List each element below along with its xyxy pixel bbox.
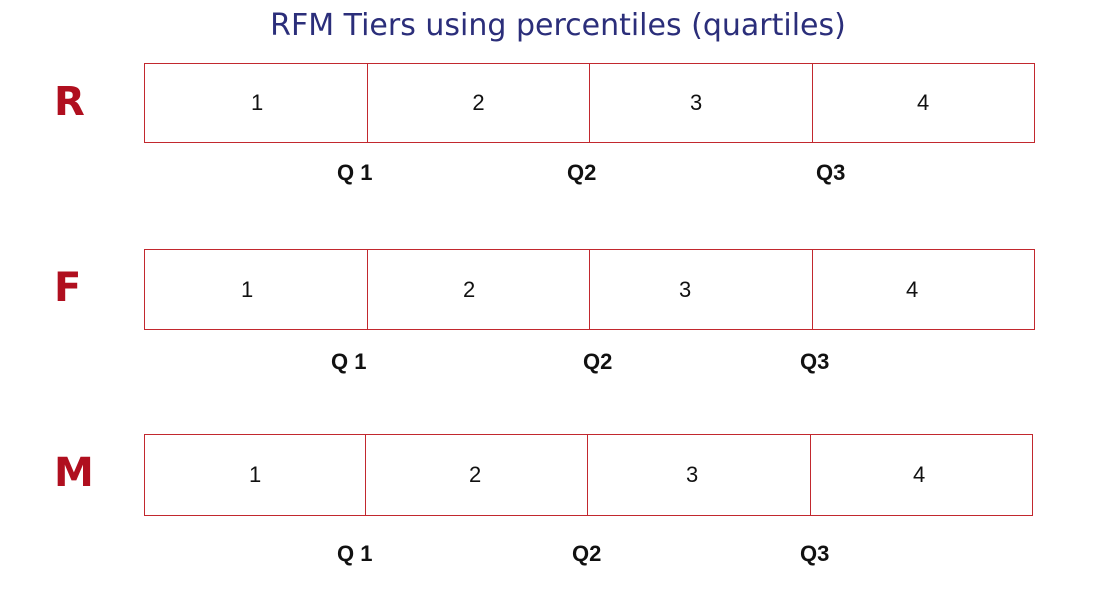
quartile-label-q1: Q 1: [337, 160, 373, 185]
tier-cell: 2: [367, 64, 589, 142]
tier-cell: 3: [589, 250, 812, 329]
tier-cell: 4: [812, 250, 1034, 329]
tier-cell: 1: [251, 90, 264, 115]
tier-cell: 4: [812, 64, 1034, 142]
tier-cell: 1: [249, 462, 262, 487]
tier-cell: 1: [241, 276, 254, 302]
quartile-label-q2: Q2: [567, 160, 597, 185]
diagram-title: RFM Tiers using percentiles (quartiles): [270, 8, 846, 43]
tier-cell: 3: [587, 435, 810, 515]
tier-cell: 2: [365, 435, 587, 515]
quartile-label-q1: Q 1: [331, 349, 367, 374]
quartile-label-q2: Q2: [572, 541, 602, 566]
tier-bar-m: 1 2 3 4: [144, 434, 1033, 516]
quartile-label-q3: Q3: [800, 349, 830, 374]
quartile-label-q3: Q3: [800, 541, 830, 566]
tier-cell: 4: [810, 435, 1032, 515]
tier-bar-r: 1 2 3 4: [144, 63, 1035, 143]
row-label-m: M: [54, 450, 94, 496]
row-label-f: F: [54, 265, 82, 311]
row-label-r: R: [54, 79, 85, 125]
tier-cell: 3: [589, 64, 812, 142]
quartile-label-q1: Q 1: [337, 541, 373, 566]
quartile-label-q3: Q3: [816, 160, 846, 185]
tier-cell: 2: [367, 250, 589, 329]
tier-bar-f: 1 2 3 4: [144, 249, 1035, 330]
quartile-label-q2: Q2: [583, 349, 613, 374]
